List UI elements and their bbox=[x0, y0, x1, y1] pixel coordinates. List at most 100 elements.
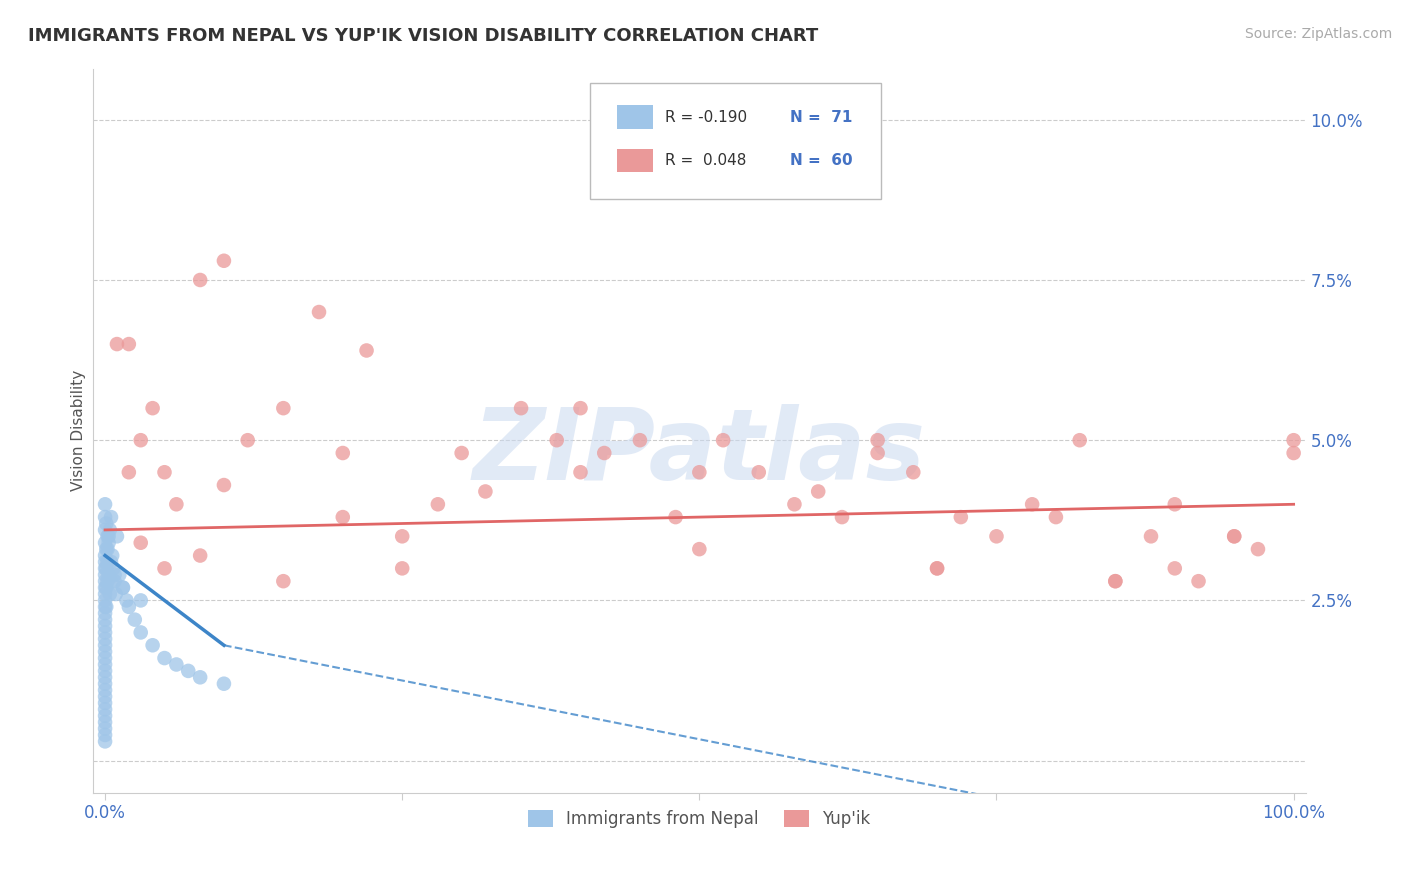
Point bbox=[664, 510, 686, 524]
Point bbox=[124, 613, 146, 627]
Point bbox=[115, 593, 138, 607]
Point bbox=[94, 690, 117, 704]
Point bbox=[111, 581, 134, 595]
Point bbox=[100, 555, 122, 569]
Point bbox=[212, 478, 235, 492]
Point bbox=[748, 465, 770, 479]
Point bbox=[94, 657, 117, 672]
Point bbox=[100, 510, 122, 524]
Point bbox=[1223, 529, 1246, 543]
Point bbox=[165, 497, 187, 511]
Point bbox=[450, 446, 472, 460]
Point bbox=[94, 664, 117, 678]
Point bbox=[94, 676, 117, 690]
Point bbox=[105, 337, 128, 351]
Point bbox=[569, 465, 592, 479]
Text: IMMIGRANTS FROM NEPAL VS YUP'IK VISION DISABILITY CORRELATION CHART: IMMIGRANTS FROM NEPAL VS YUP'IK VISION D… bbox=[28, 27, 818, 45]
Point bbox=[94, 613, 117, 627]
Point bbox=[94, 619, 117, 633]
Point bbox=[94, 567, 117, 582]
Point bbox=[153, 465, 176, 479]
Point bbox=[628, 433, 651, 447]
Point bbox=[165, 657, 187, 672]
Text: N =  60: N = 60 bbox=[790, 153, 853, 168]
Point bbox=[94, 638, 117, 652]
Point bbox=[569, 401, 592, 416]
Point bbox=[94, 702, 117, 716]
Point bbox=[96, 529, 118, 543]
Point bbox=[391, 561, 413, 575]
Point bbox=[129, 535, 152, 549]
Point bbox=[94, 632, 117, 646]
Text: ZIPatlas: ZIPatlas bbox=[472, 404, 927, 500]
Point bbox=[97, 567, 120, 582]
Point bbox=[212, 676, 235, 690]
Point bbox=[94, 555, 117, 569]
Point bbox=[96, 555, 118, 569]
Point bbox=[96, 574, 118, 589]
Point bbox=[94, 734, 117, 748]
Point bbox=[94, 599, 117, 614]
Point bbox=[142, 401, 165, 416]
Point bbox=[94, 670, 117, 684]
Point bbox=[866, 446, 889, 460]
Point bbox=[273, 574, 295, 589]
Point bbox=[103, 561, 125, 575]
Point bbox=[308, 305, 330, 319]
Point bbox=[129, 593, 152, 607]
Point bbox=[273, 401, 295, 416]
Point bbox=[1069, 433, 1091, 447]
Point bbox=[688, 465, 710, 479]
Point bbox=[332, 446, 354, 460]
Point bbox=[94, 728, 117, 742]
Point bbox=[98, 587, 121, 601]
Text: R =  0.048: R = 0.048 bbox=[665, 153, 747, 168]
Point bbox=[986, 529, 1008, 543]
Point bbox=[236, 433, 259, 447]
Point bbox=[903, 465, 925, 479]
Point bbox=[97, 529, 120, 543]
Point bbox=[118, 337, 141, 351]
Point bbox=[129, 433, 152, 447]
Point bbox=[1104, 574, 1126, 589]
Bar bbox=[617, 149, 654, 172]
Point bbox=[96, 599, 118, 614]
Point bbox=[1164, 497, 1187, 511]
FancyBboxPatch shape bbox=[591, 83, 882, 199]
Point bbox=[783, 497, 806, 511]
Point bbox=[100, 574, 122, 589]
Point bbox=[94, 651, 117, 665]
Point bbox=[1282, 446, 1305, 460]
Point bbox=[96, 542, 118, 557]
Point bbox=[1104, 574, 1126, 589]
Point bbox=[391, 529, 413, 543]
Point bbox=[807, 484, 830, 499]
Point bbox=[1247, 542, 1270, 557]
Point bbox=[925, 561, 948, 575]
Point bbox=[1140, 529, 1163, 543]
Point bbox=[332, 510, 354, 524]
Point bbox=[98, 523, 121, 537]
Point bbox=[94, 510, 117, 524]
Point bbox=[96, 516, 118, 531]
Point bbox=[153, 561, 176, 575]
Point bbox=[129, 625, 152, 640]
Point bbox=[1045, 510, 1067, 524]
Legend: Immigrants from Nepal, Yup'ik: Immigrants from Nepal, Yup'ik bbox=[522, 804, 877, 835]
Point bbox=[1187, 574, 1209, 589]
Point bbox=[1021, 497, 1043, 511]
Point bbox=[212, 253, 235, 268]
Point bbox=[97, 535, 120, 549]
Point bbox=[94, 587, 117, 601]
Point bbox=[96, 581, 118, 595]
Point bbox=[546, 433, 568, 447]
Point bbox=[153, 651, 176, 665]
Point bbox=[104, 587, 127, 601]
Point bbox=[94, 497, 117, 511]
Point bbox=[105, 529, 128, 543]
Point bbox=[94, 606, 117, 620]
Point bbox=[1164, 561, 1187, 575]
Point bbox=[94, 549, 117, 563]
Point bbox=[108, 567, 131, 582]
Point bbox=[101, 549, 124, 563]
